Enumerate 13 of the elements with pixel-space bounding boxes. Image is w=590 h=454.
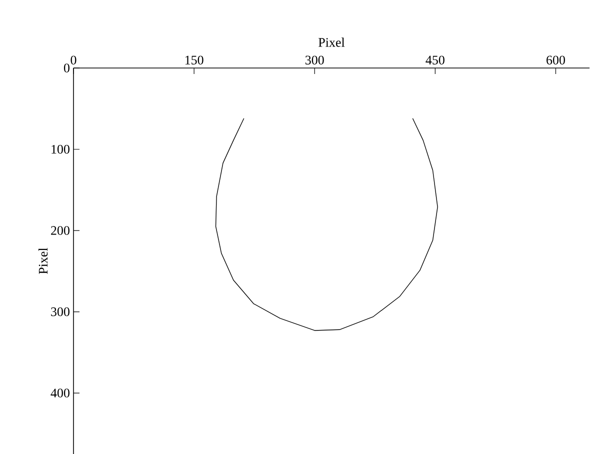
y-tick-label: 100 [52,144,70,154]
line-series [215,118,438,331]
y-tick-label: 300 [51,307,70,316]
x-tick-label: 450 [426,56,444,64]
y-axis-title: Pixel [38,248,48,274]
x-tick-label: 150 [185,56,204,64]
x-tick-label: 300 [306,56,324,64]
y-tick-label: 200 [51,226,70,235]
x-axis-title: Pixel [318,38,345,47]
y-tick-label: 0 [64,64,70,72]
x-tick-label: 600 [546,56,565,64]
y-tick-label: 400 [50,388,70,398]
x-tick-label: 0 [70,56,76,64]
